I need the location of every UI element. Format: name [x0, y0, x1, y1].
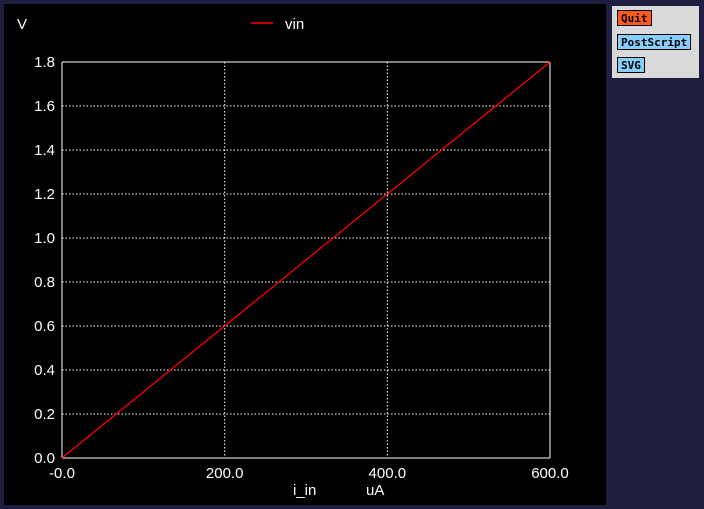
plot-area: 0.0 0.2 0.4 0.6 0.8 1.0 1.2 1.4 1.6 1.8 -0.0 200.0 4…: [4, 4, 606, 505]
tick-labels: 0.0 0.2 0.4 0.6 0.8 1.0 1.2 1.4 1.6 1.8 -0.0 200.0 4…: [34, 54, 569, 482]
y-tick-label: 1.4: [34, 142, 55, 159]
side-panel: Quit PostScript SVG: [612, 6, 699, 78]
y-tick-label: 1.0: [34, 230, 55, 247]
x-tick-label: 200.0: [206, 465, 244, 482]
postscript-button[interactable]: PostScript: [617, 34, 692, 50]
x-tick-label: -0.0: [49, 465, 75, 482]
series-line-vin: [61, 61, 551, 459]
x-axis-unit: uA: [366, 482, 384, 499]
quit-button[interactable]: Quit: [617, 10, 652, 26]
series-layer: [61, 61, 551, 459]
x-tick-label: 600.0: [531, 465, 569, 482]
svg-button[interactable]: SVG: [617, 57, 645, 73]
y-tick-label: 0.0: [34, 450, 55, 467]
legend: vin: [251, 16, 304, 33]
y-tick-label: 0.6: [34, 318, 55, 335]
x-axis-label: i_in: [293, 482, 316, 499]
line-chart: 0.0 0.2 0.4 0.6 0.8 1.0 1.2 1.4 1.6 1.8 -0.0 200.0 4…: [17, 16, 569, 499]
y-axis-label: V: [17, 16, 27, 33]
grid-layer: [61, 61, 551, 459]
y-tick-label: 1.2: [34, 186, 55, 203]
y-tick-label: 0.4: [34, 362, 55, 379]
y-tick-label: 1.6: [34, 98, 55, 115]
y-tick-label: 1.8: [34, 54, 55, 71]
legend-label-vin: vin: [285, 16, 304, 33]
x-tick-label: 400.0: [369, 465, 407, 482]
y-tick-label: 0.8: [34, 274, 55, 291]
y-tick-label: 0.2: [34, 406, 55, 423]
